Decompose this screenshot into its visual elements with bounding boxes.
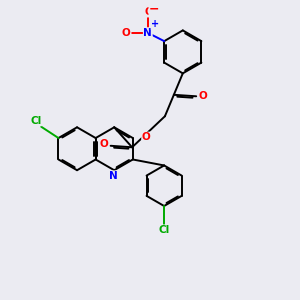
Text: O: O (122, 28, 131, 38)
Text: +: + (151, 20, 159, 29)
Text: Cl: Cl (158, 225, 170, 235)
Text: O: O (145, 7, 153, 17)
Text: O: O (198, 91, 207, 101)
Text: N: N (143, 28, 152, 38)
Text: N: N (109, 171, 118, 181)
Text: O: O (100, 139, 109, 149)
Text: Cl: Cl (30, 116, 41, 126)
Text: O: O (142, 132, 151, 142)
Text: −: − (149, 2, 160, 15)
